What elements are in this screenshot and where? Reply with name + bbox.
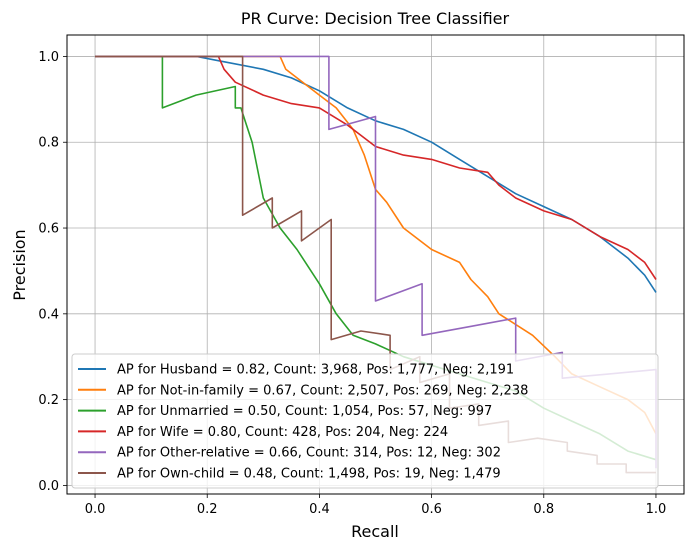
plot-frame — [66, 34, 685, 495]
x-tick-label: 0.6 — [421, 502, 442, 517]
y-tick-label: 1.0 — [38, 50, 59, 65]
y-tick-label: 0.4 — [38, 307, 59, 322]
x-tick-label: 0.4 — [309, 502, 330, 517]
legend-label-3: AP for Wife = 0.80, Count: 428, Pos: 204… — [117, 425, 448, 440]
legend-label-5: AP for Own-child = 0.48, Count: 1,498, P… — [117, 467, 501, 482]
y-tick-label: 0.2 — [38, 393, 59, 408]
x-axis-label: Recall — [351, 522, 399, 541]
x-tick-label: 1.0 — [646, 502, 667, 517]
x-tick-label: 0.0 — [85, 502, 106, 517]
legend-label-0: AP for Husband = 0.82, Count: 3,968, Pos… — [117, 363, 514, 378]
y-tick-label: 0.0 — [38, 479, 59, 494]
legend-box — [71, 353, 659, 489]
y-tick-label: 0.6 — [38, 222, 59, 237]
y-axis-ticks: 0.0 0.2 0.4 0.6 0.8 1.0 — [38, 50, 67, 494]
chart-title: PR Curve: Decision Tree Classifier — [241, 9, 510, 28]
y-tick-label: 0.8 — [38, 136, 59, 151]
series-line-3 — [95, 55, 657, 280]
legend: AP for Husband = 0.82, Count: 3,968, Pos… — [71, 353, 659, 489]
x-tick-label: 0.2 — [197, 502, 218, 517]
legend-label-1: AP for Not-in-family = 0.67, Count: 2,50… — [117, 383, 528, 398]
x-tick-label: 0.8 — [533, 502, 554, 517]
x-axis-ticks: 0.0 0.2 0.4 0.6 0.8 1.0 — [85, 494, 667, 517]
legend-label-4: AP for Other-relative = 0.66, Count: 314… — [117, 446, 501, 461]
legend-label-2: AP for Unmarried = 0.50, Count: 1,054, P… — [117, 404, 492, 419]
y-axis-label: Precision — [10, 229, 29, 300]
